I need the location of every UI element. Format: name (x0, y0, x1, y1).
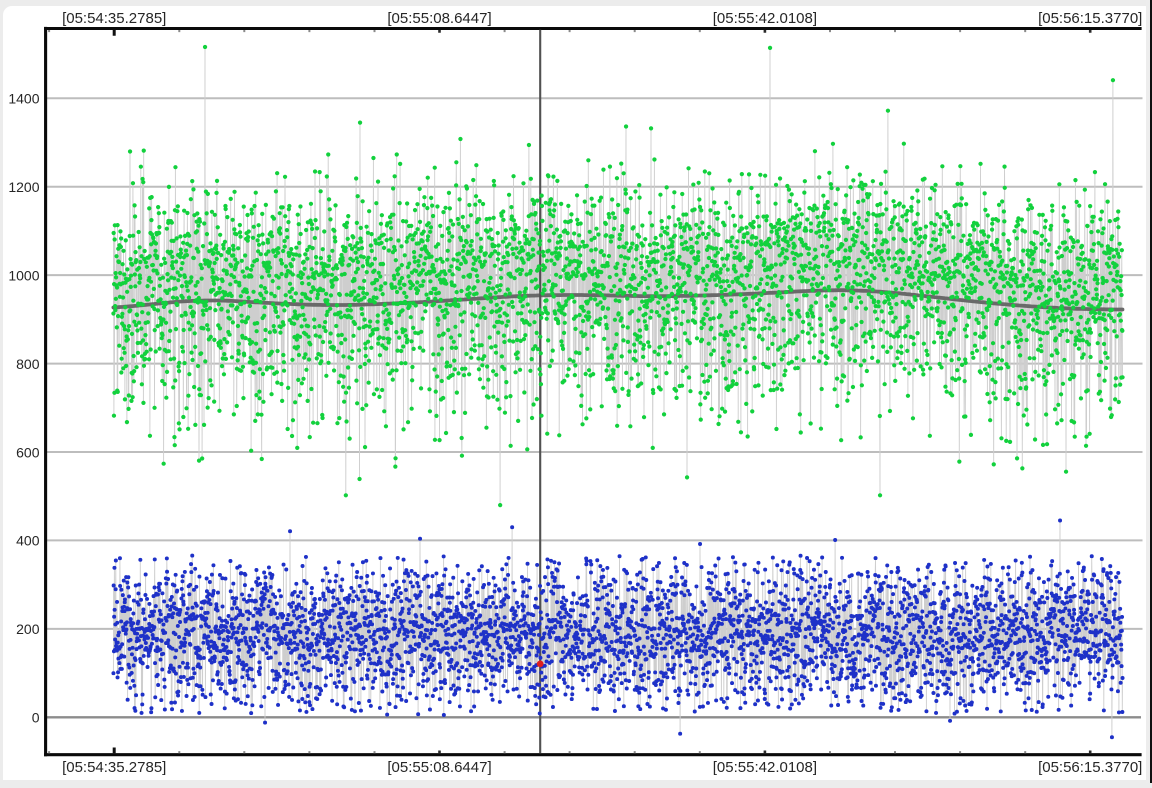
svg-text:800: 800 (16, 356, 40, 372)
svg-text:1000: 1000 (8, 267, 39, 283)
svg-text:200: 200 (16, 621, 40, 637)
svg-text:[05:55:42.0108]: [05:55:42.0108] (713, 10, 817, 27)
svg-text:1200: 1200 (8, 179, 39, 195)
svg-text:[05:55:08.6447]: [05:55:08.6447] (387, 10, 491, 27)
svg-text:[05:55:42.0108]: [05:55:42.0108] (713, 759, 817, 776)
svg-text:400: 400 (16, 533, 40, 549)
svg-text:1400: 1400 (8, 91, 39, 107)
svg-text:0: 0 (32, 710, 40, 726)
svg-text:[05:56:15.3770]: [05:56:15.3770] (1038, 759, 1142, 776)
svg-text:[05:54:35.2785]: [05:54:35.2785] (62, 10, 166, 27)
svg-text:[05:55:08.6447]: [05:55:08.6447] (387, 759, 491, 776)
svg-text:600: 600 (16, 444, 40, 460)
svg-text:[05:56:15.3770]: [05:56:15.3770] (1038, 10, 1142, 27)
svg-text:[05:54:35.2785]: [05:54:35.2785] (62, 759, 166, 776)
